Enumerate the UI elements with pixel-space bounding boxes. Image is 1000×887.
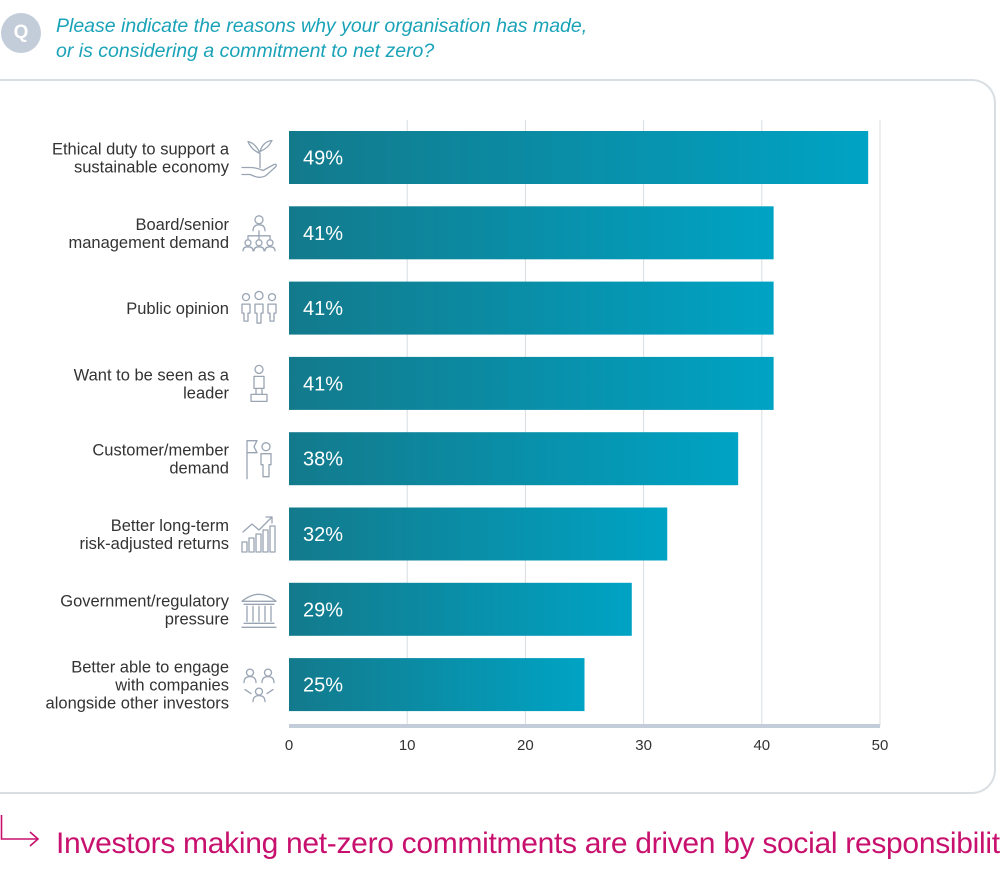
bar-chart: 49% Ethical duty to support a sustainable … — [46, 120, 889, 754]
bar-value-label: 41% — [303, 298, 343, 320]
x-tick-label: 30 — [635, 737, 652, 754]
category-label-line: Government/regulatory — [60, 592, 229, 610]
category-label: Ethical duty to support a sustainable eco… — [52, 141, 230, 177]
takeaway: Investors making net-zero commitments ar… — [0, 815, 1000, 875]
category-label: Want to be seen as a leader — [74, 366, 230, 402]
bar — [289, 507, 668, 561]
category-label-line: risk-adjusted returns — [80, 535, 229, 553]
category-label-line: demand — [169, 460, 229, 478]
bar-value-label: 29% — [303, 599, 343, 621]
trophy-icon — [250, 364, 268, 403]
people-network-icon — [243, 668, 275, 703]
bar — [289, 206, 774, 260]
question-line-1: Please indicate the reasons why your org… — [56, 15, 588, 37]
question-text: Please indicate the reasons why your org… — [56, 14, 616, 64]
arrow-right-icon — [0, 815, 40, 847]
org-chart-icon — [242, 215, 276, 252]
category-label-line: pressure — [165, 610, 229, 628]
category-label-line: Better long-term — [111, 517, 229, 535]
x-tick-label: 10 — [399, 737, 416, 754]
person-flag-icon — [246, 440, 272, 480]
question-badge: Q — [1, 13, 41, 53]
chart-panel — [0, 79, 996, 794]
category-label-line: sustainable economy — [74, 159, 230, 177]
bar-value-label: 41% — [303, 223, 343, 245]
bar-value-label: 38% — [303, 449, 343, 471]
category-label-line: Better able to engage — [71, 659, 229, 677]
bar — [289, 356, 774, 410]
takeaway-text: Investors making net-zero commitments ar… — [56, 827, 1000, 860]
x-tick-label: 40 — [753, 737, 770, 754]
category-label-line: Want to be seen as a — [74, 366, 230, 384]
x-tick-label: 50 — [872, 737, 889, 754]
x-tick-label: 0 — [285, 737, 293, 754]
category-label-line: alongside other investors — [46, 695, 229, 713]
category-label-line: Customer/member — [92, 442, 229, 460]
category-label: Public opinion — [126, 300, 229, 318]
category-label-line: Ethical duty to support a — [52, 141, 230, 159]
hand-plant-icon — [241, 139, 277, 178]
bar — [289, 131, 869, 184]
bar-value-label: 32% — [303, 524, 343, 546]
bar-value-label: 25% — [303, 675, 343, 697]
bar-value-label: 41% — [303, 373, 343, 395]
bar — [289, 281, 774, 335]
bar — [289, 432, 739, 486]
category-label-line: management demand — [68, 234, 229, 252]
people-group-icon — [241, 290, 277, 324]
category-label-line: with companies — [114, 677, 229, 695]
category-label: Better long-term risk-adjusted returns — [80, 517, 229, 553]
category-label-line: leader — [183, 384, 229, 402]
question-line-2: or is considering a commitment to net ze… — [56, 40, 435, 62]
category-label: Board/senior management demand — [68, 216, 229, 252]
growth-chart-icon — [241, 516, 276, 553]
x-tick-label: 20 — [517, 737, 534, 754]
government-building-icon — [241, 593, 277, 628]
category-label: Government/regulatory pressure — [60, 592, 229, 628]
category-label: Customer/member demand — [92, 442, 229, 478]
bar-value-label: 49% — [303, 148, 343, 170]
bar — [289, 658, 585, 712]
category-label-line: Board/senior — [135, 216, 229, 234]
bar — [289, 582, 632, 636]
category-label: Better able to engage with companies along… — [46, 659, 229, 713]
category-label-line: Public opinion — [126, 300, 229, 318]
